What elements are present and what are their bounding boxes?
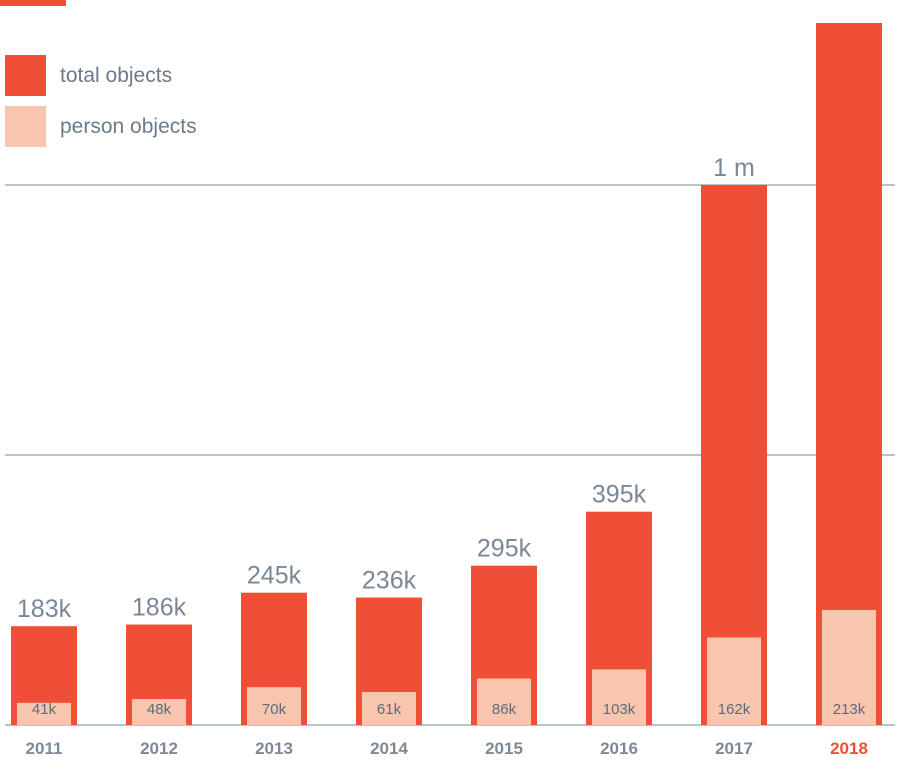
total-bar-2018 xyxy=(816,23,882,725)
total-value-label-2016: 395k xyxy=(592,481,647,509)
person-bar-2014 xyxy=(362,692,416,725)
year-label-2015: 2015 xyxy=(485,739,523,758)
total-bar-2017 xyxy=(701,185,767,725)
legend-item-total: total objects xyxy=(5,55,172,96)
person-value-label-2011: 41k xyxy=(32,701,57,718)
legend-label-total: total objects xyxy=(60,63,173,87)
person-bar-2017 xyxy=(707,637,761,725)
year-label-2013: 2013 xyxy=(255,739,293,758)
person-value-label-2015: 86k xyxy=(492,701,517,718)
person-value-label-2013: 70k xyxy=(262,701,287,718)
person-bar-2013 xyxy=(247,687,301,725)
total-value-label-2014: 236k xyxy=(362,567,417,595)
person-bar-2018 xyxy=(822,609,876,725)
total-value-label-2011: 183k xyxy=(17,595,72,623)
legend-item-person: person objects xyxy=(5,106,197,147)
person-value-label-2018: 213k xyxy=(833,701,866,718)
person-bar-2016 xyxy=(592,669,646,725)
total-value-label-2015: 295k xyxy=(477,535,532,563)
year-label-2014: 2014 xyxy=(370,739,408,758)
person-value-label-2014: 61k xyxy=(377,701,402,718)
total-value-label-2012: 186k xyxy=(132,594,187,622)
person-value-label-2016: 103k xyxy=(603,701,636,718)
legend-swatch-total xyxy=(5,55,46,96)
year-label-2018: 2018 xyxy=(830,739,868,758)
person-bar-2015 xyxy=(477,678,531,725)
person-bar-2011 xyxy=(17,702,71,725)
year-label-2011: 2011 xyxy=(26,739,63,758)
year-label-2017: 2017 xyxy=(715,739,753,758)
legend-label-person: person objects xyxy=(60,114,197,138)
top-accent-bar xyxy=(0,0,66,6)
total-value-label-2013: 245k xyxy=(247,562,302,590)
person-value-label-2017: 162k xyxy=(718,701,751,718)
legend-swatch-person xyxy=(5,106,46,147)
year-label-2016: 2016 xyxy=(600,739,638,758)
person-bar-2012 xyxy=(132,699,186,725)
person-value-label-2012: 48k xyxy=(147,701,172,718)
year-label-2012: 2012 xyxy=(140,739,178,758)
total-value-label-2017: 1 m xyxy=(713,154,755,182)
